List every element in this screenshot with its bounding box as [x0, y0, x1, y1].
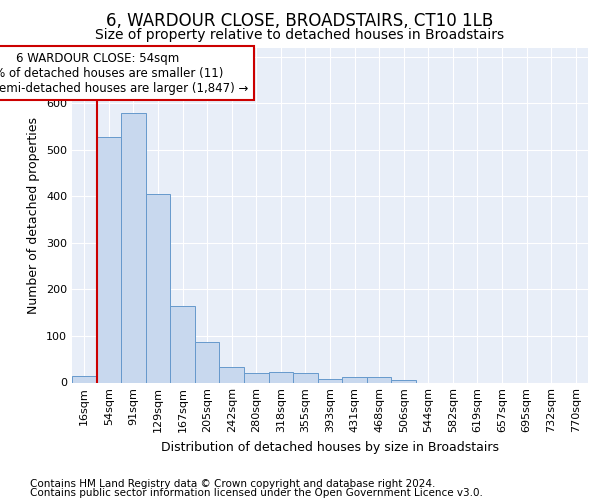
X-axis label: Distribution of detached houses by size in Broadstairs: Distribution of detached houses by size … — [161, 441, 499, 454]
Bar — [293, 373, 318, 382]
Bar — [121, 112, 146, 382]
Bar — [195, 342, 220, 382]
Text: 6 WARDOUR CLOSE: 54sqm
← 1% of detached houses are smaller (11)
99% of semi-deta: 6 WARDOUR CLOSE: 54sqm ← 1% of detached … — [0, 52, 248, 94]
Bar — [367, 377, 391, 382]
Bar — [146, 194, 170, 382]
Bar — [170, 306, 195, 382]
Text: Contains HM Land Registry data © Crown copyright and database right 2024.: Contains HM Land Registry data © Crown c… — [30, 479, 436, 489]
Bar — [97, 138, 121, 382]
Bar — [342, 377, 367, 382]
Bar — [72, 376, 97, 382]
Text: 6, WARDOUR CLOSE, BROADSTAIRS, CT10 1LB: 6, WARDOUR CLOSE, BROADSTAIRS, CT10 1LB — [106, 12, 494, 30]
Bar — [318, 379, 342, 382]
Y-axis label: Number of detached properties: Number of detached properties — [28, 116, 40, 314]
Bar — [269, 372, 293, 382]
Bar — [244, 373, 269, 382]
Bar — [220, 367, 244, 382]
Bar — [391, 380, 416, 382]
Text: Size of property relative to detached houses in Broadstairs: Size of property relative to detached ho… — [95, 28, 505, 42]
Text: Contains public sector information licensed under the Open Government Licence v3: Contains public sector information licen… — [30, 488, 483, 498]
